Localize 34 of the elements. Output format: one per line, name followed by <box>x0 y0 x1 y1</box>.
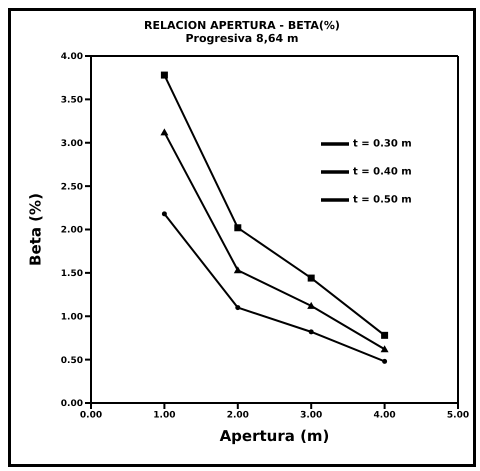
point <box>234 266 242 274</box>
point <box>381 332 388 339</box>
y-tick-label: 1.00 <box>60 312 83 322</box>
point <box>308 329 314 334</box>
point <box>160 72 168 79</box>
point <box>160 128 168 136</box>
point <box>307 302 316 309</box>
y-tick-label: 2.50 <box>60 182 83 192</box>
legend-label: t = 0.40 m <box>353 166 412 178</box>
x-tick-label: 5.00 <box>446 410 470 420</box>
legend-label: t = 0.50 m <box>353 194 412 206</box>
legend-label: t = 0.30 m <box>353 138 412 150</box>
y-tick-label: 3.50 <box>60 96 83 106</box>
point <box>308 274 315 282</box>
y-axis-title: Beta (%) <box>26 193 44 266</box>
y-tick-label: 2.00 <box>60 226 83 236</box>
point <box>162 211 167 216</box>
y-tick-label: 3.00 <box>60 138 83 149</box>
chart-subtitle: Progresiva 8,64 m <box>184 32 300 45</box>
x-axis-title: Apertura (m) <box>220 427 330 445</box>
y-tick-label: 0.00 <box>60 399 83 410</box>
chart-title: RELACION APERTURA - BETA(%) <box>143 19 341 32</box>
point <box>234 224 242 232</box>
point <box>235 305 240 310</box>
y-tick-label: 4.00 <box>60 52 83 62</box>
y-tick-label: 1.50 <box>60 269 83 280</box>
x-tick-label: 4.00 <box>373 410 396 420</box>
x-tick-label: 1.00 <box>153 410 176 420</box>
x-tick-label: 3.00 <box>300 410 322 420</box>
point <box>380 345 389 352</box>
x-tick-label: 2.00 <box>226 410 249 420</box>
x-tick-label: 0.00 <box>80 410 102 420</box>
y-tick-label: 0.50 <box>60 356 83 366</box>
point <box>382 358 388 364</box>
